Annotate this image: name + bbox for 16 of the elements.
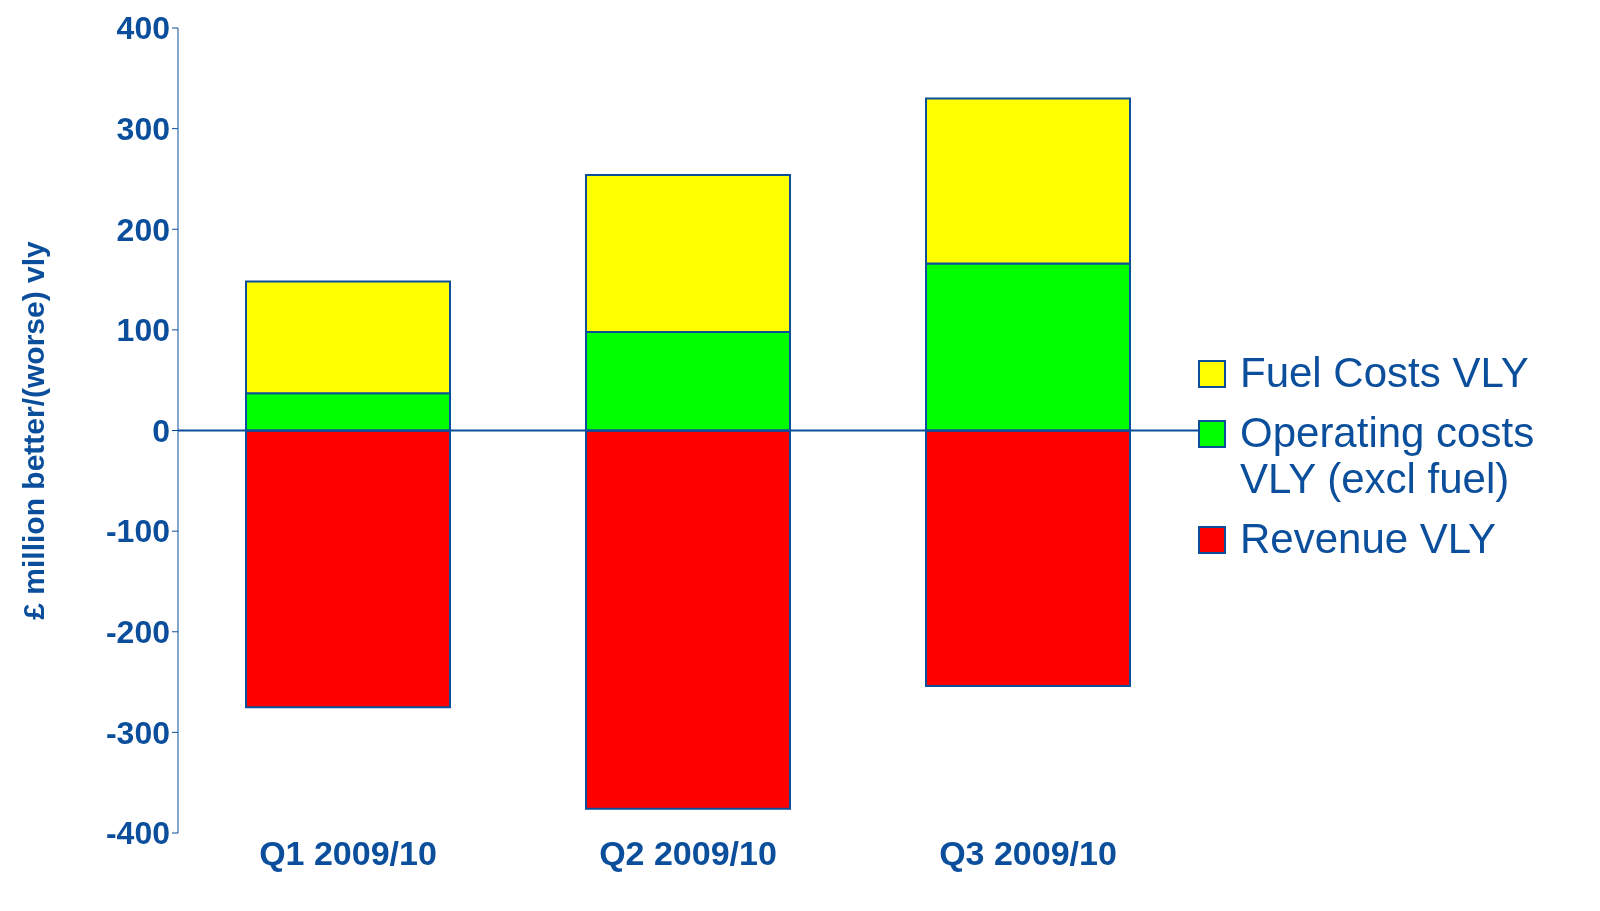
y-tick-label: 100	[116, 312, 170, 349]
y-tick-label: 400	[116, 10, 170, 47]
y-axis-title: £ million better/(worse) vly	[16, 240, 50, 620]
legend-label: Operating costs VLY (excl fuel)	[1240, 408, 1536, 502]
legend-label: Fuel Costs VLY	[1240, 348, 1529, 396]
y-tick-label: 200	[116, 211, 170, 248]
y-tick-label: -100	[105, 513, 170, 550]
y-tick-label: 300	[116, 110, 170, 147]
x-tick-label: Q3 2009/10	[939, 834, 1117, 873]
y-tick-label: -400	[105, 815, 170, 852]
y-tick-label: 0	[152, 412, 170, 449]
y-tick-label: -300	[105, 714, 170, 751]
y-tick-label: -200	[105, 614, 170, 651]
x-tick-label: Q1 2009/10	[259, 834, 437, 873]
legend-label: Revenue VLY	[1240, 514, 1497, 562]
x-tick-label: Q2 2009/10	[599, 834, 777, 873]
